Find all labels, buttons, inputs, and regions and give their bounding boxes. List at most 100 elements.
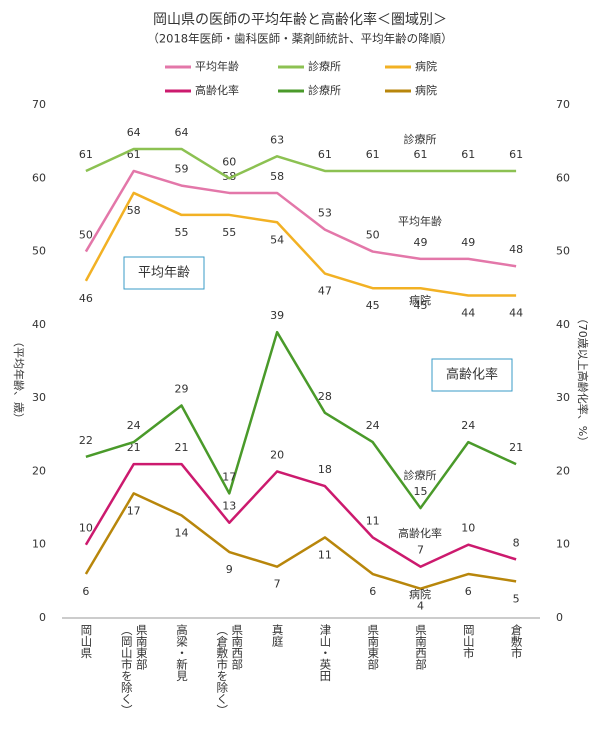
x-tick-label: 真庭 (270, 624, 285, 647)
data-label: 44 (461, 307, 475, 320)
y2-tick-label: 10 (556, 538, 570, 551)
y2-tick-label: 20 (556, 464, 570, 477)
data-label: 10 (461, 522, 475, 535)
y-tick-label: 30 (32, 391, 46, 404)
x-tick-label: 高梁・新見 (175, 624, 189, 682)
series-line (84, 191, 517, 297)
series-line (85, 147, 517, 180)
annotation: 病院 (409, 293, 431, 307)
x-tick-label: 岡山市 (461, 624, 476, 659)
data-label: 48 (509, 243, 523, 256)
data-label: 24 (366, 419, 380, 432)
annotation: 診療所 (404, 132, 437, 146)
data-label: 5 (513, 592, 520, 605)
data-label: 49 (414, 236, 428, 249)
annotation: 平均年齢 (138, 266, 190, 281)
data-label: 6 (465, 585, 472, 598)
y2-tick-label: 50 (556, 245, 570, 258)
data-label: 61 (461, 148, 475, 161)
data-label: 18 (318, 463, 332, 476)
data-label: 24 (127, 419, 141, 432)
data-label: 11 (366, 514, 380, 527)
data-label: 61 (318, 148, 332, 161)
y2-tick-label: 70 (556, 98, 570, 111)
data-label: 29 (175, 382, 189, 395)
y-tick-label: 70 (32, 98, 46, 111)
data-label: 64 (127, 126, 141, 139)
data-label: 61 (79, 148, 93, 161)
annotation-box (431, 358, 513, 392)
legend-label: 平均年齢 (195, 59, 239, 73)
y-tick-label: 50 (32, 245, 46, 258)
y-tick-label: 0 (39, 611, 46, 624)
data-label: 55 (175, 226, 189, 239)
y2-tick-label: 40 (556, 318, 570, 331)
data-label: 58 (127, 204, 141, 217)
data-label: 9 (226, 563, 233, 576)
data-label: 17 (127, 504, 141, 517)
x-tick-label: 津山・英田 (318, 624, 333, 682)
y2-tick-label: 60 (556, 171, 570, 184)
data-label: 17 (222, 470, 236, 483)
data-label: 14 (175, 526, 189, 539)
data-label: 6 (82, 585, 89, 598)
data-label: 47 (318, 285, 332, 298)
data-label: 63 (270, 133, 284, 146)
data-label: 53 (318, 207, 332, 220)
legend-label: 診療所 (308, 59, 341, 73)
data-label: 58 (222, 170, 236, 183)
y-axis-label: （平均年齢、歳） (12, 336, 26, 424)
data-label: 21 (175, 441, 189, 454)
series-line (84, 492, 517, 590)
data-label: 49 (461, 236, 475, 249)
data-label: 39 (270, 309, 284, 322)
y2-axis-label: （70歳以上高齢化率、%） (576, 313, 590, 447)
data-label: 59 (175, 163, 189, 176)
annotation: 診療所 (404, 468, 437, 482)
data-label: 45 (366, 299, 380, 312)
series-line (85, 330, 517, 510)
annotation: 高齢化率 (398, 526, 442, 540)
annotation-box (123, 256, 205, 290)
data-label: 24 (461, 419, 475, 432)
data-label: 15 (414, 485, 428, 498)
x-tick-label: 岡山県 (79, 624, 94, 659)
data-label: 58 (270, 170, 284, 183)
data-label: 55 (222, 226, 236, 239)
series-line (84, 462, 517, 568)
data-label: 54 (270, 233, 284, 246)
x-tick-label: 県南西部 （倉敷市を除く） (215, 624, 245, 716)
chart-title: 岡山県の医師の平均年齢と高齢化率＜圏域別＞ (153, 11, 447, 28)
x-tick-label: 県南東部 （岡山市を除く） (119, 624, 149, 716)
data-label: 8 (513, 536, 520, 549)
data-label: 11 (318, 548, 332, 561)
data-label: 7 (417, 544, 424, 557)
data-label: 61 (509, 148, 523, 161)
data-label: 64 (175, 126, 189, 139)
y2-tick-label: 30 (556, 391, 570, 404)
legend-label: 病院 (415, 59, 437, 73)
data-label: 61 (414, 148, 428, 161)
data-label: 10 (79, 522, 93, 535)
data-label: 50 (79, 229, 93, 242)
chart-subtitle: （2018年医師・歯科医師・薬剤師統計、平均年齢の降順） (147, 32, 452, 46)
data-label: 61 (366, 148, 380, 161)
y-tick-label: 10 (32, 538, 46, 551)
data-label: 50 (366, 229, 380, 242)
data-label: 44 (509, 307, 523, 320)
data-label: 45 (414, 299, 428, 312)
data-label: 28 (318, 390, 332, 403)
data-label: 46 (79, 292, 93, 305)
annotation: 病院 (409, 587, 431, 601)
y-tick-label: 20 (32, 464, 46, 477)
legend-label: 病院 (415, 83, 437, 97)
data-label: 60 (222, 155, 236, 168)
y-tick-label: 40 (32, 318, 46, 331)
data-label: 6 (369, 585, 376, 598)
x-tick-label: 倉敷市 (509, 624, 524, 659)
annotation: 平均年齢 (398, 214, 442, 228)
data-label: 22 (79, 434, 93, 447)
legend-label: 高齢化率 (195, 83, 239, 97)
data-label: 20 (270, 448, 284, 461)
